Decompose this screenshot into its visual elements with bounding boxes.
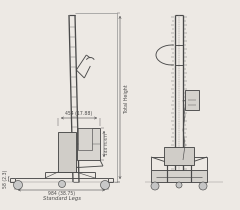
- Circle shape: [199, 182, 207, 190]
- Bar: [78, 128, 92, 150]
- Bar: [77, 128, 100, 160]
- Circle shape: [176, 182, 182, 188]
- Circle shape: [59, 181, 66, 188]
- Bar: [151, 170, 207, 182]
- Text: Standard Legs: Standard Legs: [42, 196, 80, 201]
- Text: Total Height: Total Height: [124, 84, 129, 113]
- Circle shape: [13, 181, 23, 189]
- Text: 58 (2.3): 58 (2.3): [2, 170, 7, 188]
- Text: 984 (38.75): 984 (38.75): [48, 192, 75, 197]
- Bar: [185, 90, 199, 110]
- Text: 454 (17.88): 454 (17.88): [65, 111, 93, 116]
- Circle shape: [101, 181, 109, 189]
- Circle shape: [151, 182, 159, 190]
- Text: 144 (5.67): 144 (5.67): [105, 133, 109, 155]
- Bar: [58, 132, 76, 172]
- Bar: [164, 147, 194, 165]
